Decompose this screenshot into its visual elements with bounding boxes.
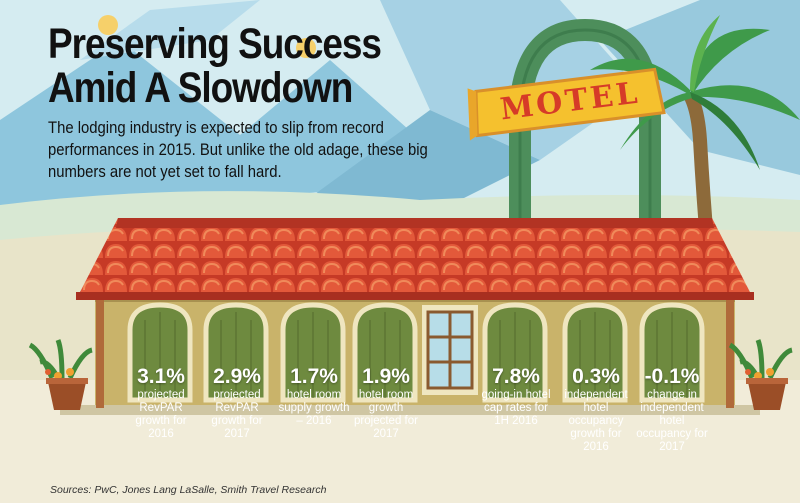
- page-subtitle: The lodging industry is expected to slip…: [48, 119, 428, 181]
- post-right: [726, 300, 734, 408]
- stat-label: change in independent hotel occupancy fo…: [636, 389, 708, 453]
- doors: [127, 302, 705, 403]
- mountain-right: [600, 0, 800, 175]
- stat-label: hotel room supply growth – 2016: [278, 389, 350, 427]
- stat-revpar-2017: 2.9% projected RevPAR growth for 2017: [201, 365, 273, 441]
- stat-value: 1.9%: [362, 365, 410, 388]
- palm-leaves: [590, 15, 800, 170]
- stat-cap-rates-1h-2016: 7.8% going-in hotel cap rates for 1H 201…: [480, 365, 552, 428]
- stat-label: projected RevPAR growth for 2016: [135, 389, 187, 440]
- stats-row: 3.1% projected RevPAR growth for 2016 2.…: [125, 365, 707, 470]
- stat-value: 3.1%: [137, 365, 185, 388]
- flower-decoration: [98, 15, 316, 58]
- stat-label: hotel room growth projected for 2017: [354, 389, 418, 440]
- stat-value: 0.3%: [572, 365, 620, 388]
- window: [422, 305, 478, 395]
- source-note: Sources: PwC, Jones Lang LaSalle, Smith …: [50, 484, 327, 496]
- stat-room-supply-2016: 1.7% hotel room supply growth – 2016: [278, 365, 350, 428]
- stat-room-growth-2017: 1.9% hotel room growth projected for 201…: [350, 365, 422, 441]
- stat-label: independent hotel occupancy growth for 2…: [564, 389, 628, 453]
- stat-value: 7.8%: [492, 365, 540, 388]
- post-left: [96, 300, 104, 408]
- motel-sign: [467, 67, 666, 141]
- stat-value: -0.1%: [644, 365, 700, 388]
- stat-label: projected RevPAR growth for 2017: [211, 389, 263, 440]
- stat-revpar-2016: 3.1% projected RevPAR growth for 2016: [125, 365, 197, 441]
- planter-left: [28, 339, 93, 410]
- stat-value: 1.7%: [290, 365, 338, 388]
- planter-right: [728, 339, 793, 410]
- stat-value: 2.9%: [213, 365, 261, 388]
- page-title: Preserving Success Amid A Slowdown: [48, 20, 382, 112]
- stat-occupancy-2016: 0.3% independent hotel occupancy growth …: [560, 365, 632, 454]
- stat-label: going-in hotel cap rates for 1H 2016: [481, 389, 551, 427]
- roof: [76, 218, 754, 300]
- stat-occupancy-2017: -0.1% change in independent hotel occupa…: [636, 365, 708, 454]
